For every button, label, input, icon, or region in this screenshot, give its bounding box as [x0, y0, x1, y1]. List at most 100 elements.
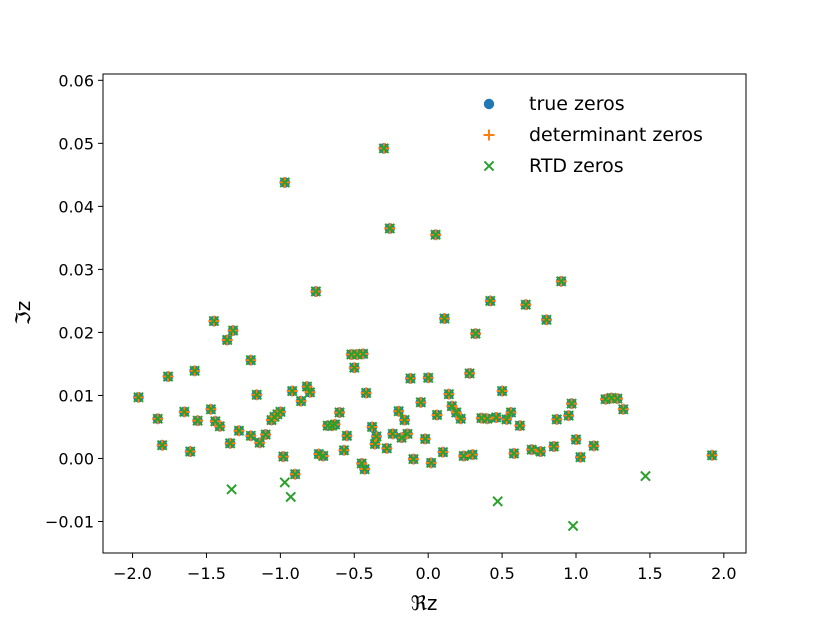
- rtd-zero-point: [501, 414, 512, 425]
- x-tick-label: −1.5: [187, 564, 226, 583]
- rtd-zero-point: [496, 385, 508, 397]
- rtd-zero-point: [484, 295, 496, 307]
- x-tick-label: −2.0: [113, 564, 152, 583]
- rtd-zero-point: [178, 406, 190, 418]
- rtd-zero-point: [341, 430, 353, 442]
- rtd-zero-point: [371, 431, 382, 442]
- y-axis: −0.01 0.00 0.01 0.02 0.03 0.04 0.05 0.06: [45, 71, 103, 531]
- rtd-zero-point: [508, 448, 520, 459]
- rtd-zero-point: [470, 328, 481, 339]
- rtd-zero-point: [408, 453, 419, 465]
- rtd-zero-point: [505, 407, 517, 418]
- rtd-zero-point: [245, 430, 257, 442]
- rtd-zero-point: [205, 403, 217, 415]
- rtd-zero-point: [541, 314, 552, 326]
- rtd-zero-point: [152, 413, 163, 425]
- legend-item: determinant zeros: [483, 124, 703, 146]
- rtd-zero-point: [588, 440, 600, 452]
- rtd-zero-point: [482, 413, 493, 425]
- series-rtd-zeros: [133, 143, 718, 532]
- rtd-zero-point: [555, 276, 567, 287]
- rtd-zero-point: [399, 414, 410, 426]
- rtd-zero-point: [338, 444, 350, 456]
- plot-background: [103, 74, 746, 553]
- rtd-zero-point: [618, 403, 629, 415]
- rtd-zero-point: [458, 450, 469, 462]
- rtd-zero-point: [492, 496, 503, 507]
- rtd-zero-point: [567, 520, 579, 532]
- rtd-zero-point: [419, 433, 431, 445]
- legend-label: determinant zeros: [529, 124, 703, 146]
- rtd-zero-point: [422, 372, 434, 384]
- rtd-zero-point: [310, 286, 322, 297]
- x-tick-label: 1.0: [563, 564, 588, 583]
- rtd-zero-point: [405, 373, 416, 384]
- y-tick-label: 0.04: [58, 197, 94, 216]
- rtd-zero-point: [279, 477, 291, 488]
- rtd-zero-point: [387, 428, 399, 440]
- rtd-zero-point: [359, 463, 370, 475]
- rtd-zero-point: [415, 397, 427, 408]
- rtd-zero-point: [317, 450, 329, 462]
- plot-frame: [102, 73, 747, 554]
- rtd-zero-point: [295, 395, 307, 407]
- rtd-zero-point: [162, 371, 174, 382]
- rtd-zero-point: [402, 428, 413, 440]
- rtd-zero-point: [357, 348, 369, 360]
- y-tick-label: 0.05: [58, 134, 94, 153]
- rtd-zero-point: [334, 407, 345, 418]
- rtd-zero-point: [226, 484, 237, 495]
- rtd-zero-point: [393, 405, 404, 417]
- rtd-zero-point: [575, 451, 586, 463]
- rtd-zero-point: [563, 410, 574, 421]
- rtd-zero-point: [289, 468, 301, 480]
- legend-marker-circle: [483, 98, 495, 110]
- rtd-zero-point: [208, 315, 220, 327]
- rtd-zero-point: [566, 398, 577, 409]
- rtd-zero-point: [378, 143, 390, 154]
- rtd-zero-point: [551, 414, 563, 425]
- y-tick-label: −0.01: [45, 512, 94, 531]
- rtd-zero-point: [450, 407, 462, 418]
- rtd-zero-point: [278, 451, 289, 462]
- rtd-zero-point: [326, 420, 338, 431]
- rtd-zero-point: [446, 400, 458, 412]
- rtd-zero-point: [348, 362, 360, 374]
- rtd-zero-point: [430, 229, 441, 241]
- rtd-zero-point: [275, 406, 286, 418]
- rtd-zero-point: [514, 420, 526, 431]
- rtd-zero-point: [254, 437, 265, 449]
- x-tick-label: 0.0: [415, 564, 440, 583]
- rtd-zero-point: [279, 177, 291, 188]
- rtd-zero-point: [156, 439, 168, 451]
- rtd-zero-point: [189, 365, 200, 377]
- x-tick-label: −1.0: [261, 564, 300, 583]
- rtd-zero-point: [304, 386, 316, 398]
- rtd-zero-point: [437, 446, 449, 458]
- rtd-zero-point: [455, 413, 467, 425]
- rtd-zero-point: [612, 393, 623, 404]
- y-tick-label: 0.01: [58, 386, 94, 405]
- rtd-zero-point: [356, 458, 367, 469]
- legend: true zeros determinant zeros RTD zeros: [483, 93, 703, 177]
- legend-marker-x: [483, 160, 495, 172]
- rtd-zero-point: [260, 429, 271, 440]
- rtd-zero-point: [301, 381, 313, 392]
- x-axis-label: ℜz: [411, 591, 438, 615]
- rtd-zero-point: [133, 392, 144, 403]
- rtd-zero-point: [467, 449, 478, 460]
- rtd-zero-point: [192, 415, 203, 426]
- x-tick-label: 0.5: [489, 564, 514, 583]
- rtd-zero-point: [251, 389, 263, 401]
- data-marks: [132, 142, 718, 532]
- rtd-zero-point: [221, 334, 233, 346]
- rtd-zero-point: [214, 421, 226, 432]
- legend-label: true zeros: [529, 93, 625, 115]
- rtd-zero-point: [285, 491, 297, 503]
- rtd-zero-point: [464, 368, 475, 379]
- rtd-zero-point: [227, 325, 239, 336]
- x-axis: −2.0 −1.5 −1.0 −0.5 0.0 0.5 1.0 1.5 2.0: [113, 553, 737, 583]
- rtd-zero-point: [381, 443, 393, 454]
- x-tick-label: 2.0: [711, 564, 736, 583]
